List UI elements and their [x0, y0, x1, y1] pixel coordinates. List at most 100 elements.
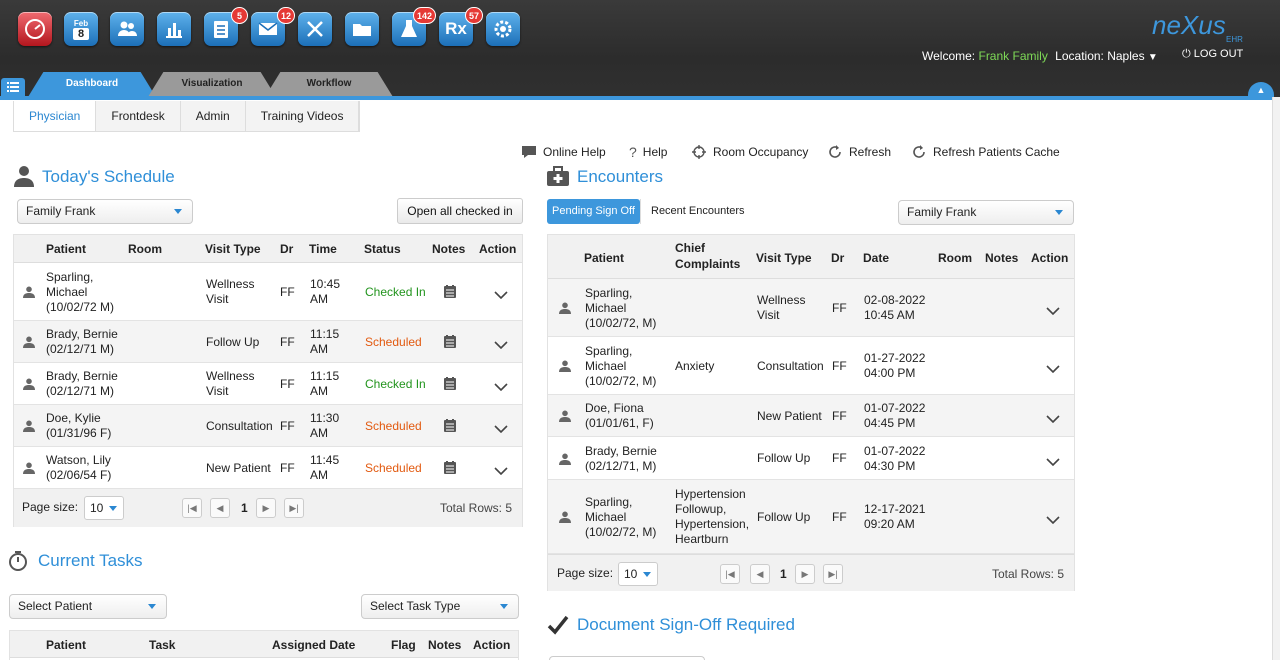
notification-badge: 142 [412, 7, 436, 24]
encounters-provider-select[interactable]: Family Frank [898, 200, 1074, 225]
page-size-select[interactable]: 10 [618, 562, 658, 586]
col-header-assigned-date[interactable]: Assigned Date [272, 638, 356, 652]
refresh-cache-link[interactable]: Refresh Patients Cache [911, 144, 1060, 160]
table-row[interactable]: Brady, Bernie (02/12/71, M) Follow Up FF 01-… [548, 437, 1074, 480]
chevron-down-icon[interactable] [494, 422, 508, 434]
col-header-notes[interactable]: Notes [428, 638, 462, 652]
last-page-button[interactable]: ▶| [823, 564, 843, 584]
reports-chart-icon[interactable] [157, 12, 191, 46]
next-page-button[interactable]: ▶ [795, 564, 815, 584]
help-link[interactable]: ? Help [629, 144, 667, 160]
page-number[interactable]: 1 [241, 501, 248, 515]
subtab-physician[interactable]: Physician [14, 101, 97, 131]
room-occupancy-link[interactable]: Room Occupancy [691, 144, 808, 160]
chevron-down-icon[interactable] [494, 380, 508, 392]
next-page-button[interactable]: ▶ [256, 498, 276, 518]
notes-icon[interactable] [444, 285, 456, 298]
col-header-status[interactable]: Status [364, 242, 401, 256]
col-header-notes[interactable]: Notes [985, 251, 1019, 265]
collapse-up-icon[interactable]: ▲ [1248, 82, 1274, 98]
tools-icon[interactable] [298, 12, 332, 46]
prev-page-button[interactable]: ◀ [210, 498, 230, 518]
tab-visualization[interactable]: Visualization [148, 72, 276, 97]
prev-page-button[interactable]: ◀ [750, 564, 770, 584]
chevron-down-icon[interactable] [1046, 513, 1060, 525]
col-header-patient[interactable]: Patient [46, 638, 87, 652]
chevron-down-icon[interactable] [1046, 304, 1060, 316]
col-header-action[interactable]: Action [473, 638, 511, 652]
chevron-down-icon[interactable] [494, 338, 508, 350]
table-row[interactable]: Doe, Fiona (01/01/61, F) New Patient FF 01-0… [548, 395, 1074, 437]
chevron-down-icon[interactable] [494, 288, 508, 300]
col-header-action[interactable]: Action [1031, 251, 1069, 265]
table-row[interactable]: Sparling, Michael (10/02/72, M) Hypertensio… [548, 480, 1074, 554]
location-select[interactable]: Naples [1107, 49, 1145, 63]
notes-icon[interactable] [444, 377, 456, 390]
subtab-admin[interactable]: Admin [181, 101, 246, 131]
schedule-provider-select[interactable]: Family Frank [17, 199, 193, 224]
col-header-dr[interactable]: Dr [831, 251, 845, 265]
last-page-button[interactable]: ▶| [284, 498, 304, 518]
patients-icon[interactable] [110, 12, 144, 46]
refresh-link[interactable]: Refresh [827, 144, 891, 160]
col-header-task[interactable]: Task [149, 638, 176, 652]
notes-icon[interactable] [444, 461, 456, 474]
logout-button[interactable]: ⏻ LOG OUT [1182, 48, 1243, 61]
online-help-link[interactable]: Online Help [521, 144, 606, 160]
documents-folder-icon[interactable] [345, 12, 379, 46]
settings-gear-icon[interactable] [486, 12, 520, 46]
col-header-notes[interactable]: Notes [432, 242, 466, 256]
table-row[interactable]: Brady, Bernie (02/12/71 M) Wellness Visit FF… [14, 363, 522, 405]
col-header-room[interactable]: Room [128, 242, 162, 256]
col-header-flag[interactable]: Flag [391, 638, 416, 652]
col-header-room[interactable]: Room [938, 251, 972, 265]
col-header-action[interactable]: Action [479, 242, 517, 256]
schedule-table-header: Patient Room Visit Type Dr Time Status Notes Ac… [14, 235, 522, 263]
notes-icon[interactable] [444, 335, 456, 348]
table-row[interactable]: Brady, Bernie (02/12/71 M) Follow Up FF 11:1… [14, 321, 522, 363]
tasks-list-icon[interactable]: 5 [204, 7, 248, 46]
menu-list-icon[interactable] [1, 78, 25, 96]
tab-dashboard[interactable]: Dashboard [28, 72, 156, 97]
notes-icon[interactable] [444, 419, 456, 432]
col-header-visit-type[interactable]: Visit Type [756, 251, 812, 265]
tab-pending-sign-off[interactable]: Pending Sign Off [547, 199, 640, 224]
cell-time: 11:45 AM [310, 453, 340, 482]
col-header-date[interactable]: Date [863, 251, 890, 265]
lab-flask-icon[interactable]: 142 [392, 7, 436, 46]
tab-recent-encounters[interactable]: Recent Encounters [651, 205, 745, 217]
subtab-training-videos[interactable]: Training Videos [246, 101, 360, 131]
chevron-down-icon[interactable] [494, 464, 508, 476]
table-row[interactable]: Sparling, Michael (10/02/72, M) Wellness Vis… [548, 279, 1074, 337]
select-patient-dropdown[interactable]: Select Patient [9, 594, 167, 619]
table-row[interactable]: Doe, Kylie (01/31/96 F) Consultation FF 11:3… [14, 405, 522, 447]
subtab-frontdesk[interactable]: Frontdesk [96, 101, 181, 131]
dashboard-gauge-icon[interactable] [18, 12, 52, 46]
chevron-down-icon[interactable] [1046, 455, 1060, 466]
col-header-dr[interactable]: Dr [280, 242, 294, 256]
calendar-icon[interactable]: Feb 8 [64, 12, 98, 46]
col-header-patient[interactable]: Patient [584, 251, 625, 265]
prescription-rx-icon[interactable]: Rx 57 [439, 7, 483, 46]
page-size-select[interactable]: 10 [84, 496, 124, 520]
col-header-patient[interactable]: Patient [46, 242, 87, 256]
messages-envelope-icon[interactable]: 12 [251, 7, 295, 46]
chevron-down-icon[interactable] [1046, 362, 1060, 374]
table-row[interactable]: Sparling, Michael (10/02/72 M) Wellness Visi… [14, 263, 522, 321]
select-task-type-dropdown[interactable]: Select Task Type [361, 594, 519, 619]
cell-patient: Brady, Bernie (02/12/71 M) [46, 369, 118, 398]
col-header-visit-type[interactable]: Visit Type [205, 242, 261, 256]
tab-workflow[interactable]: Workflow [265, 72, 393, 97]
table-row[interactable]: Watson, Lily (02/06/54 F) New Patient FF 11:… [14, 447, 522, 489]
col-header-time[interactable]: Time [309, 242, 337, 256]
caret-down-icon[interactable]: ▼ [1147, 52, 1158, 63]
first-page-button[interactable]: |◀ [182, 498, 202, 518]
col-header-chief-complaints[interactable]: Chief Complaints [675, 241, 741, 271]
page-number[interactable]: 1 [780, 567, 787, 581]
first-page-button[interactable]: |◀ [720, 564, 740, 584]
table-row[interactable]: Sparling, Michael (10/02/72, M) Anxiety Cons… [548, 337, 1074, 395]
chevron-down-icon[interactable] [1046, 412, 1060, 424]
doc-signoff-select[interactable] [549, 656, 705, 660]
open-all-checked-in-button[interactable]: Open all checked in [397, 198, 523, 224]
page-scrollbar[interactable] [1272, 97, 1280, 660]
